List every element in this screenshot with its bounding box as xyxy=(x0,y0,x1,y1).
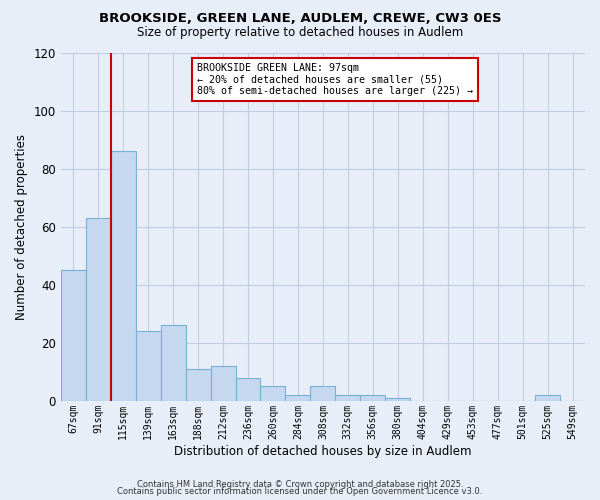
Bar xyxy=(111,151,136,401)
Bar xyxy=(61,270,86,401)
X-axis label: Distribution of detached houses by size in Audlem: Distribution of detached houses by size … xyxy=(174,444,472,458)
Y-axis label: Number of detached properties: Number of detached properties xyxy=(15,134,28,320)
Bar xyxy=(286,395,310,401)
Bar xyxy=(86,218,111,401)
Text: BROOKSIDE GREEN LANE: 97sqm
← 20% of detached houses are smaller (55)
80% of sem: BROOKSIDE GREEN LANE: 97sqm ← 20% of det… xyxy=(197,63,473,96)
Bar xyxy=(361,395,385,401)
Bar xyxy=(136,331,161,401)
Text: BROOKSIDE, GREEN LANE, AUDLEM, CREWE, CW3 0ES: BROOKSIDE, GREEN LANE, AUDLEM, CREWE, CW… xyxy=(99,12,501,26)
Bar xyxy=(236,378,260,401)
Bar xyxy=(260,386,286,401)
Bar xyxy=(335,395,361,401)
Bar xyxy=(185,369,211,401)
Bar xyxy=(310,386,335,401)
Text: Size of property relative to detached houses in Audlem: Size of property relative to detached ho… xyxy=(137,26,463,39)
Bar xyxy=(161,326,185,401)
Text: Contains HM Land Registry data © Crown copyright and database right 2025.: Contains HM Land Registry data © Crown c… xyxy=(137,480,463,489)
Bar xyxy=(211,366,236,401)
Bar xyxy=(535,395,560,401)
Bar xyxy=(385,398,410,401)
Text: Contains public sector information licensed under the Open Government Licence v3: Contains public sector information licen… xyxy=(118,487,482,496)
